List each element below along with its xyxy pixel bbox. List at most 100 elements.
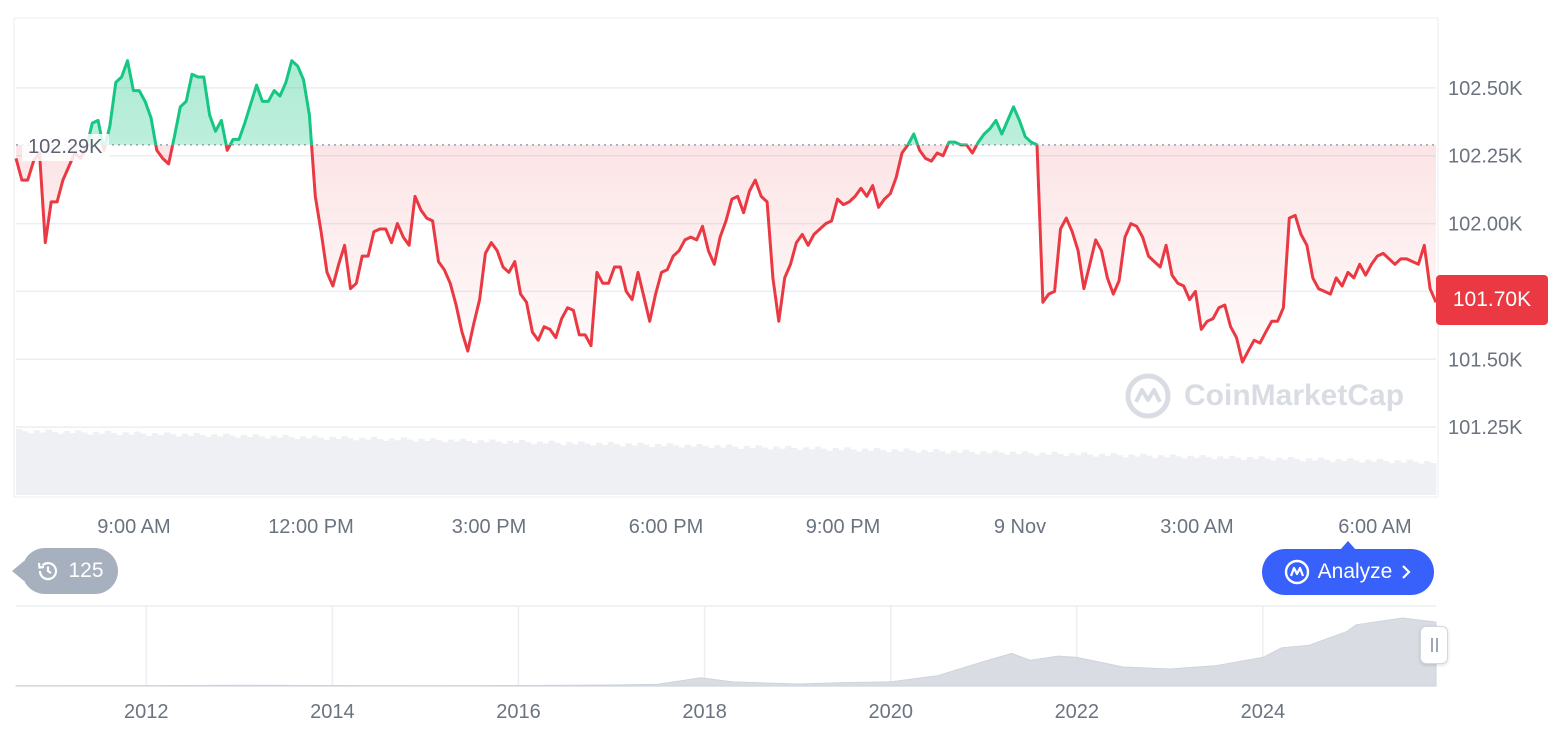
volume-bar <box>477 440 484 495</box>
volume-bar <box>974 454 981 495</box>
price-fill-below <box>16 144 1436 362</box>
volume-bar <box>797 450 804 495</box>
volume-bar <box>1406 459 1413 495</box>
y-tick-label: 102.25K <box>1448 146 1523 168</box>
volume-bar <box>158 435 165 495</box>
volume-bar <box>1128 454 1135 495</box>
volume-bar <box>1234 457 1242 495</box>
volume-bar <box>524 442 532 495</box>
volume-bar <box>702 446 709 495</box>
volume-bar <box>234 437 242 495</box>
history-icon <box>38 562 58 581</box>
navigator-tick-label: 2016 <box>496 701 541 723</box>
volume-bar <box>436 440 443 495</box>
volume-bar <box>1240 459 1248 495</box>
volume-bar <box>276 437 283 495</box>
volume-bar <box>323 439 330 495</box>
volume-bar <box>1140 453 1147 495</box>
volume-bar <box>1015 453 1023 495</box>
handle-grip-left <box>1430 638 1433 652</box>
volume-bar <box>134 431 141 495</box>
volume-bar <box>578 441 585 495</box>
volume-bar <box>915 452 922 495</box>
volume-bar <box>820 448 827 495</box>
volume-bar <box>1010 451 1017 495</box>
volume-bar <box>300 436 307 495</box>
volume-bar <box>229 435 236 495</box>
volume-bar <box>1305 458 1313 495</box>
volume-bar <box>140 433 147 495</box>
volume-bar <box>720 447 727 495</box>
volume-bar <box>199 435 206 495</box>
history-button[interactable]: 125 <box>12 548 118 594</box>
volume-bar <box>465 440 472 495</box>
volume-bar <box>879 449 887 495</box>
volume-bar <box>33 430 41 495</box>
volume-bar <box>832 447 839 495</box>
volume-bar <box>944 453 952 495</box>
navigator-tick-label: 2022 <box>1055 701 1100 723</box>
volume-bar <box>643 444 650 495</box>
volume-bar <box>1323 459 1330 495</box>
volume-bar <box>1347 458 1354 495</box>
analyze-button[interactable]: Analyze <box>1262 541 1434 595</box>
volume-bar <box>1394 460 1401 495</box>
volume-bar <box>844 447 851 495</box>
volume-bar <box>1359 462 1366 495</box>
volume-bar <box>767 449 774 495</box>
analyze-icon <box>1284 559 1309 585</box>
volume-bar <box>424 440 431 495</box>
volume-bar <box>1057 453 1064 495</box>
volume-bar <box>536 441 543 495</box>
volume-bar <box>246 437 254 495</box>
volume-bar <box>968 451 975 495</box>
volume-bar <box>885 452 893 495</box>
volume-bar <box>365 439 372 495</box>
volume-bar <box>1412 461 1419 495</box>
volume-bar <box>205 437 212 495</box>
navigator-handle[interactable] <box>1420 626 1448 664</box>
volume-bar <box>57 433 64 495</box>
volume-bar <box>1376 458 1384 495</box>
volume-bar <box>708 448 715 495</box>
volume-bar <box>388 438 396 495</box>
volume-bar <box>104 430 112 495</box>
volume-bar <box>1134 456 1141 495</box>
volume-bar <box>63 431 70 495</box>
volume-bar <box>406 439 413 495</box>
volume-bar <box>1187 455 1194 495</box>
plot-border <box>13 17 1439 498</box>
volume-bar <box>1075 455 1082 495</box>
navigator-x-ticks: 2012 2014 2016 2018 2020 2022 2024 <box>124 701 1285 723</box>
volume-bar <box>1388 463 1395 495</box>
volume-bar <box>442 442 449 495</box>
volume-bar <box>584 443 591 495</box>
volume-bar <box>1027 453 1035 495</box>
volume-bar <box>1270 460 1277 495</box>
watermark: CoinMarketCap <box>1124 372 1404 420</box>
volume-bar <box>240 434 248 495</box>
volume-bar <box>572 444 579 495</box>
volume-bar <box>430 438 437 495</box>
volume-bar <box>649 446 656 495</box>
navigator-chart[interactable] <box>15 605 1437 687</box>
volume-bar <box>329 436 336 495</box>
volume-bar <box>779 448 786 495</box>
volume-bar <box>755 445 762 495</box>
volume-bar <box>264 438 271 495</box>
volume-bar <box>270 435 277 495</box>
volume-bar <box>1311 460 1319 495</box>
volume-bar <box>128 434 135 495</box>
volume-bar <box>1400 462 1407 495</box>
y-tick-label: 102.50K <box>1448 78 1523 100</box>
volume-bar <box>21 431 29 495</box>
analyze-label: Analyze <box>1317 560 1393 583</box>
volume-bar <box>305 438 313 495</box>
volume-bar <box>418 438 425 495</box>
x-tick-label: 3:00 PM <box>452 516 526 538</box>
volume-bar <box>1288 456 1295 495</box>
volume-bar <box>252 434 259 495</box>
volume-bar <box>731 446 739 495</box>
volume-bar <box>311 435 319 495</box>
